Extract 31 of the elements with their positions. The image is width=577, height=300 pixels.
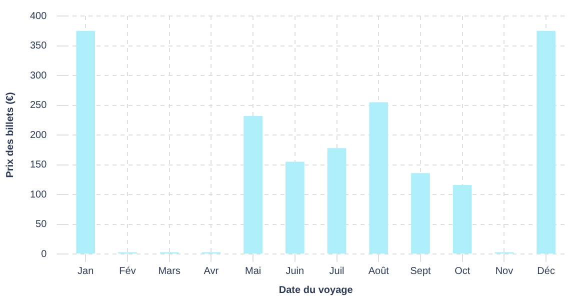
y-tick-label: 350 (30, 40, 48, 52)
y-tick-label: 0 (41, 248, 48, 260)
bar (327, 148, 346, 254)
y-tick-label: 50 (36, 219, 48, 230)
y-tick-label: 200 (30, 130, 48, 141)
x-tick-label: Juil (329, 266, 344, 277)
x-tick-label: Fév (119, 266, 136, 277)
y-axis-title: Prix des billets (€) (4, 92, 16, 178)
bar (452, 184, 472, 254)
bar (76, 30, 96, 254)
x-tick-label: Août (368, 266, 390, 277)
x-tick-label: Nov (495, 266, 514, 277)
x-tick-label: Mars (158, 266, 180, 277)
y-tick-label: 300 (30, 70, 48, 82)
bar (244, 116, 262, 254)
x-tick-label: Juin (286, 266, 304, 277)
bar (285, 162, 304, 254)
y-tick-label: 100 (30, 189, 48, 200)
bar (411, 173, 430, 254)
y-tick-label: 400 (30, 10, 48, 22)
y-tick-label: 250 (30, 100, 48, 111)
x-tick-label: Déc (537, 266, 555, 277)
x-tick-label: Jan (78, 266, 94, 277)
x-tick-label: Mai (244, 266, 262, 277)
x-tick-label: Sept (410, 266, 431, 277)
x-axis-title: Date du voyage (278, 284, 354, 296)
x-tick-label: Oct (454, 266, 470, 277)
bar (369, 102, 388, 254)
y-tick-label: 150 (30, 160, 48, 170)
bar (536, 30, 556, 254)
x-tick-label: Avr (204, 266, 220, 277)
